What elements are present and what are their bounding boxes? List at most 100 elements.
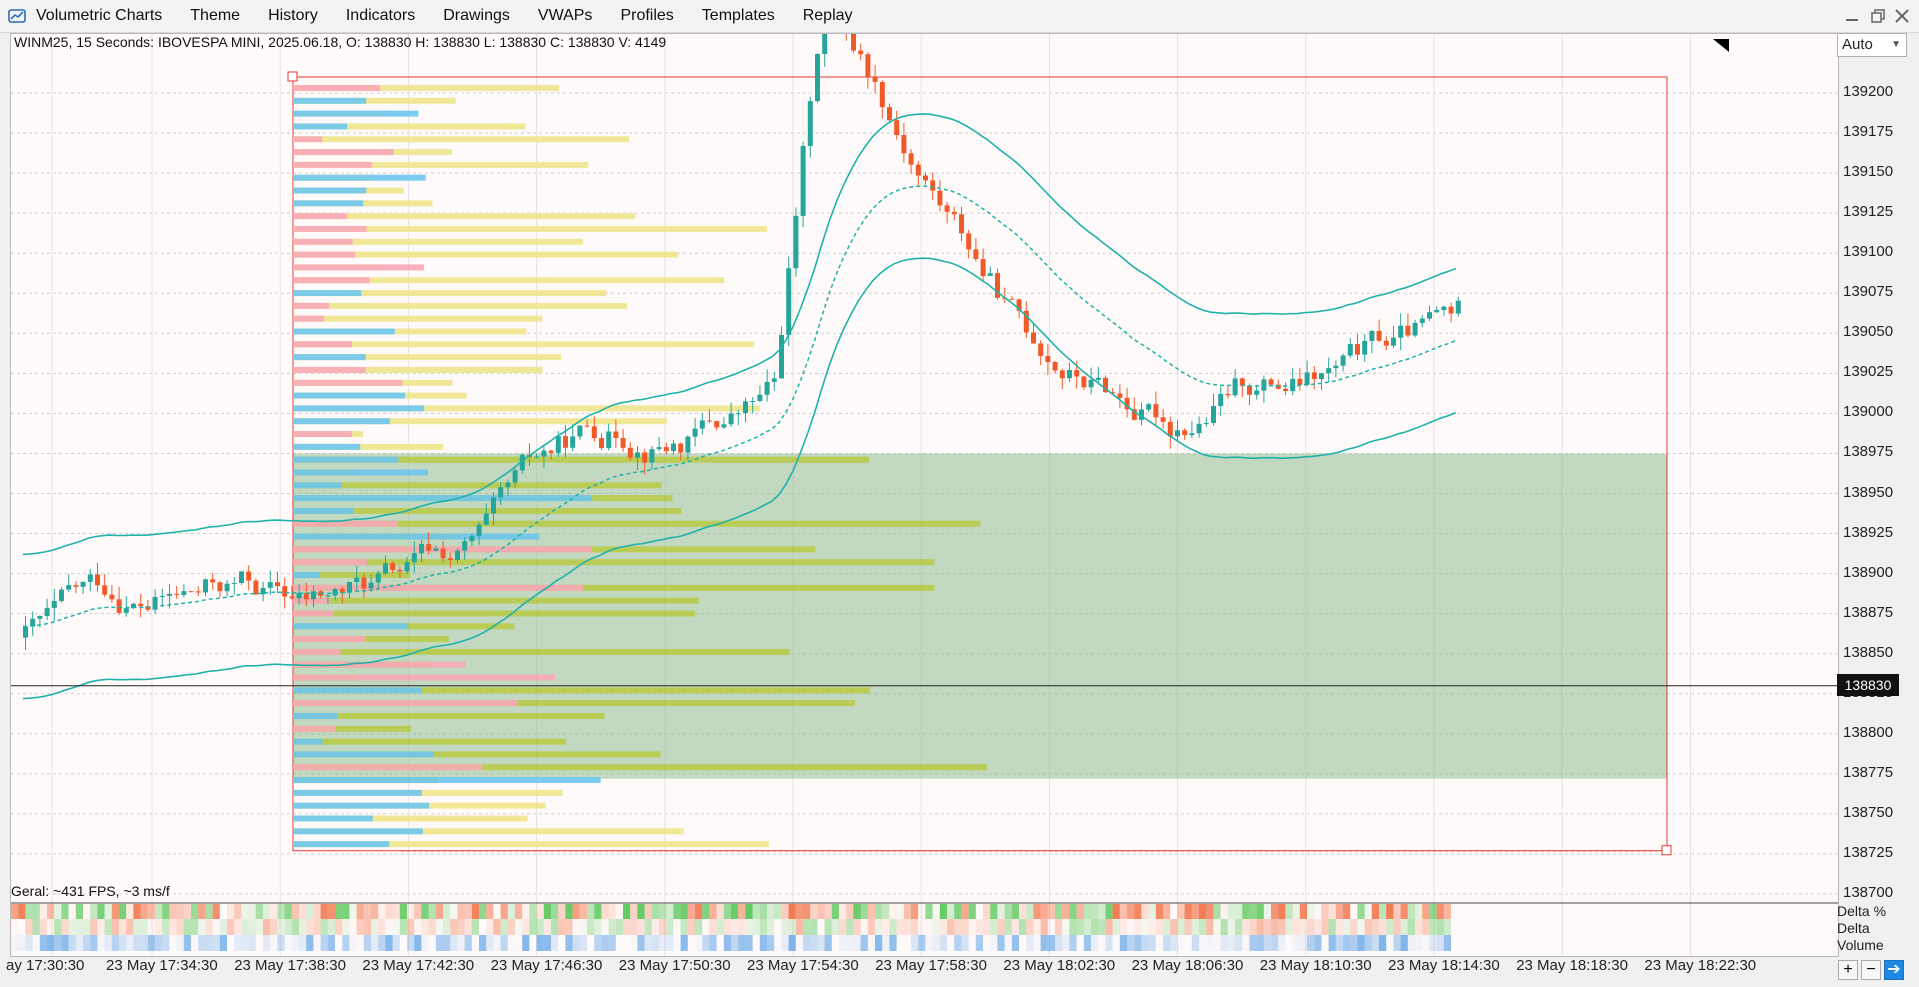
profile-bar bbox=[293, 764, 483, 771]
delta-cell bbox=[219, 919, 227, 935]
menu-drawings[interactable]: Drawings bbox=[443, 7, 510, 24]
candle-body bbox=[138, 603, 144, 607]
menu-replay[interactable]: Replay bbox=[802, 7, 853, 24]
candle-body bbox=[339, 588, 345, 593]
delta-percent-cell bbox=[551, 904, 559, 919]
profile-bar bbox=[293, 482, 662, 489]
volume-cell bbox=[522, 935, 530, 951]
delta-percent-cell bbox=[587, 904, 595, 919]
candle-body bbox=[1081, 376, 1087, 388]
volume-cell bbox=[18, 935, 26, 951]
delta-percent-cell bbox=[1227, 904, 1235, 919]
delta-cell bbox=[1400, 919, 1408, 935]
delta-percent-cell bbox=[759, 904, 767, 919]
volume-cell bbox=[227, 935, 234, 951]
delta-cell bbox=[1436, 919, 1444, 935]
delta-cell bbox=[723, 919, 731, 935]
delta-percent-cell bbox=[47, 904, 55, 919]
menu-vwaps[interactable]: VWAPs bbox=[537, 7, 593, 24]
volume-cell bbox=[572, 935, 580, 951]
profile-bar bbox=[293, 610, 695, 617]
delta-cell bbox=[1083, 919, 1091, 935]
candle-body bbox=[973, 249, 979, 259]
delta-cell bbox=[1422, 919, 1430, 935]
volume-cell bbox=[75, 935, 83, 951]
delta-percent-cell bbox=[968, 904, 976, 919]
delta-cell bbox=[1170, 919, 1178, 935]
candle-body bbox=[397, 569, 403, 572]
delta-cell bbox=[306, 919, 314, 935]
candle-body bbox=[1398, 325, 1404, 338]
candle-body bbox=[1362, 340, 1368, 355]
scale-mode-select[interactable]: Auto ▼ bbox=[1837, 33, 1907, 57]
candle-body bbox=[1009, 298, 1015, 300]
delta-percent-cell bbox=[1235, 904, 1243, 919]
candle-body bbox=[1167, 421, 1173, 437]
delta-cell bbox=[320, 919, 328, 935]
delta-cell bbox=[213, 919, 220, 935]
delta-percent-cell bbox=[176, 904, 184, 919]
delta-cell bbox=[889, 919, 897, 935]
menu-history[interactable]: History bbox=[268, 7, 318, 24]
delta-percent-cell bbox=[1170, 904, 1177, 919]
candle-body bbox=[966, 233, 972, 250]
minimize-icon[interactable] bbox=[1842, 6, 1862, 26]
menu-profiles[interactable]: Profiles bbox=[620, 7, 674, 24]
menu-theme[interactable]: Theme bbox=[190, 7, 241, 24]
volume-cell bbox=[47, 935, 55, 951]
zoom-in-icon[interactable]: + bbox=[1838, 960, 1858, 980]
menu-templates[interactable]: Templates bbox=[701, 7, 775, 24]
profile-bar bbox=[293, 187, 367, 194]
delta-percent-cell bbox=[191, 904, 199, 919]
zoom-out-icon[interactable]: − bbox=[1861, 960, 1881, 980]
volume-cell bbox=[911, 935, 919, 951]
profile-bar bbox=[293, 302, 330, 309]
delta-percent-cell bbox=[69, 904, 76, 919]
volume-cell bbox=[212, 935, 220, 951]
chart-canvas[interactable] bbox=[11, 34, 1838, 956]
delta-percent-cell bbox=[1436, 904, 1444, 919]
price-tick: 139150 bbox=[1843, 163, 1894, 181]
volume-cell bbox=[637, 935, 645, 951]
close-icon[interactable] bbox=[1892, 6, 1912, 26]
last-price-marker: 138830 bbox=[1837, 674, 1899, 696]
app-title[interactable]: Volumetric Charts bbox=[36, 7, 163, 24]
volume-cell bbox=[867, 935, 875, 951]
price-tick: 138975 bbox=[1843, 443, 1894, 461]
volume-cell bbox=[904, 935, 911, 951]
delta-cell bbox=[594, 919, 602, 935]
delta-percent-cell bbox=[1386, 904, 1394, 919]
candle-body bbox=[563, 436, 568, 448]
candle-body bbox=[1304, 372, 1310, 385]
delta-cell bbox=[421, 919, 429, 935]
chart-area[interactable] bbox=[10, 33, 1839, 957]
profile-bar bbox=[293, 584, 935, 591]
delta-cell bbox=[75, 919, 83, 935]
delta-percent-cell bbox=[1256, 904, 1264, 919]
delta-cell bbox=[810, 919, 818, 935]
range-handle bbox=[1661, 845, 1672, 856]
volume-cell bbox=[824, 935, 832, 951]
candle-body bbox=[1153, 404, 1159, 418]
delta-percent-cell bbox=[1343, 904, 1351, 919]
profile-bar bbox=[293, 443, 361, 450]
profile-bar bbox=[293, 174, 426, 181]
restore-icon[interactable] bbox=[1868, 6, 1888, 26]
delta-cell bbox=[1141, 919, 1149, 935]
delta-cell bbox=[587, 919, 595, 935]
menu-indicators[interactable]: Indicators bbox=[345, 7, 416, 24]
candle-body bbox=[1211, 406, 1216, 423]
volume-cell bbox=[1062, 935, 1070, 951]
delta-percent-cell bbox=[1119, 904, 1127, 919]
app-chart-icon bbox=[8, 9, 26, 23]
volume-cell bbox=[1055, 935, 1063, 951]
volume-cell bbox=[587, 935, 594, 951]
delta-percent-cell bbox=[882, 904, 890, 919]
scroll-right-icon[interactable]: ➔ bbox=[1884, 960, 1904, 980]
delta-cell bbox=[90, 919, 98, 935]
candle-body bbox=[80, 581, 86, 587]
candle-body bbox=[73, 585, 79, 587]
profile-bar bbox=[293, 392, 405, 399]
delta-cell bbox=[349, 919, 356, 935]
profile-bar bbox=[293, 149, 394, 156]
